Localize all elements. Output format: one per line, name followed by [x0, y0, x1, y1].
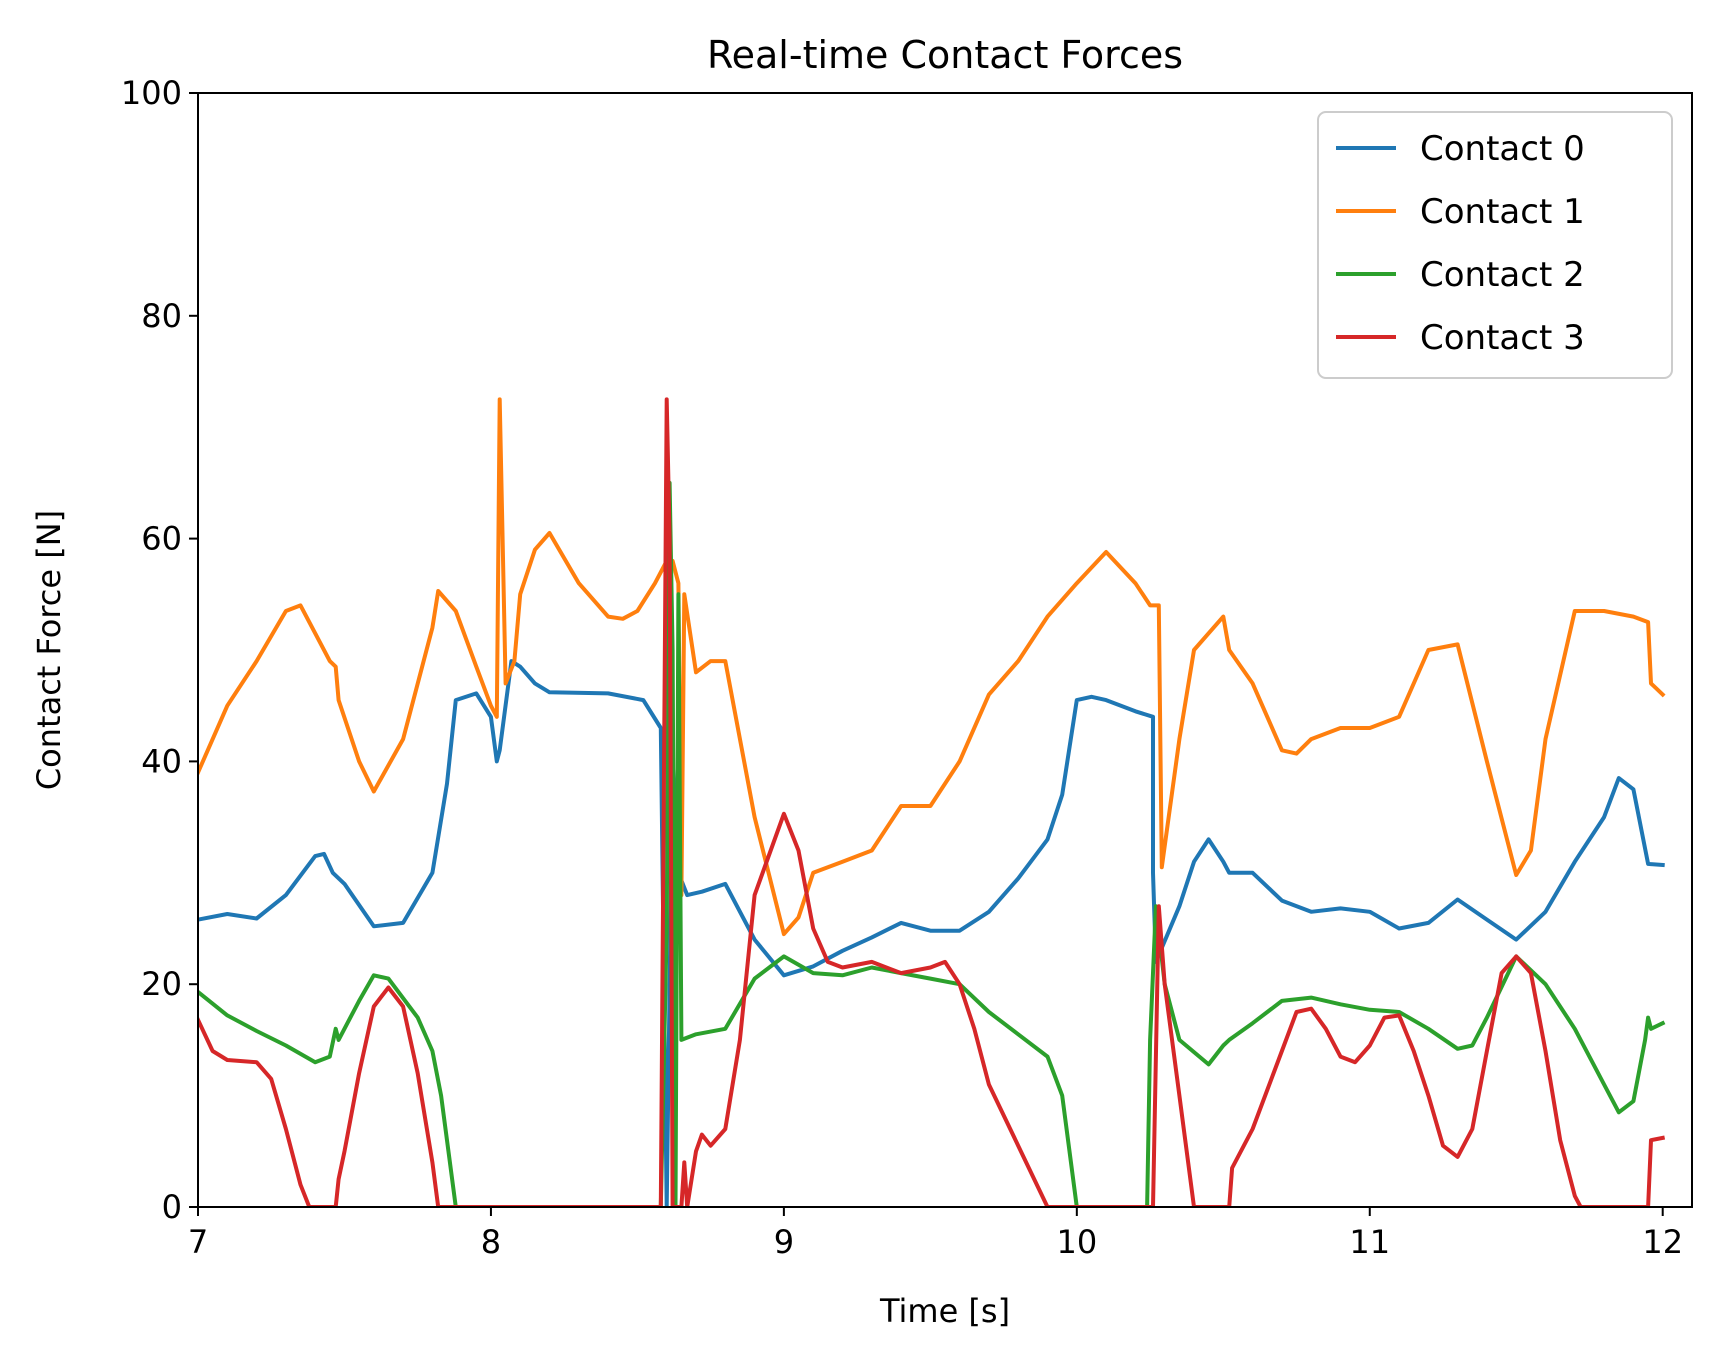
- legend: Contact 0 Contact 1 Contact 2 Contact 3: [1317, 111, 1673, 379]
- plot-frame: [197, 92, 1693, 1208]
- series-group: [198, 397, 1666, 1207]
- y-axis-label: Contact Force [N]: [30, 510, 68, 790]
- legend-label: Contact 2: [1420, 255, 1585, 295]
- x-axis-ticks: 7 8 9 10 11 12: [188, 1207, 1683, 1261]
- legend-label: Contact 0: [1420, 129, 1585, 169]
- chart-title: Real-time Contact Forces: [707, 33, 1183, 77]
- series-line-contact-1: [198, 397, 1666, 937]
- x-tick-label: 12: [1642, 1223, 1683, 1261]
- legend-label: Contact 1: [1420, 192, 1585, 232]
- y-tick-label: 0: [162, 1188, 182, 1226]
- y-tick-label: 40: [141, 742, 182, 780]
- x-tick-label: 8: [481, 1223, 501, 1261]
- y-tick-label: 20: [141, 965, 182, 1003]
- y-axis-ticks: 0 20 40 60 80 100: [121, 74, 198, 1226]
- y-tick-label: 100: [121, 74, 182, 112]
- series-line-contact-3: [198, 397, 1666, 1207]
- y-tick-label: 80: [141, 297, 182, 335]
- x-tick-label: 7: [188, 1223, 208, 1261]
- x-axis-label: Time [s]: [879, 1292, 1010, 1330]
- x-tick-label: 10: [1056, 1223, 1097, 1261]
- x-tick-label: 9: [774, 1223, 794, 1261]
- legend-label: Contact 3: [1420, 318, 1585, 358]
- series-line-contact-2: [198, 480, 1666, 1207]
- series-line-contact-0: [198, 659, 1665, 1207]
- legend-box: [1317, 111, 1673, 379]
- x-tick-label: 11: [1349, 1223, 1390, 1261]
- y-tick-label: 60: [141, 520, 182, 558]
